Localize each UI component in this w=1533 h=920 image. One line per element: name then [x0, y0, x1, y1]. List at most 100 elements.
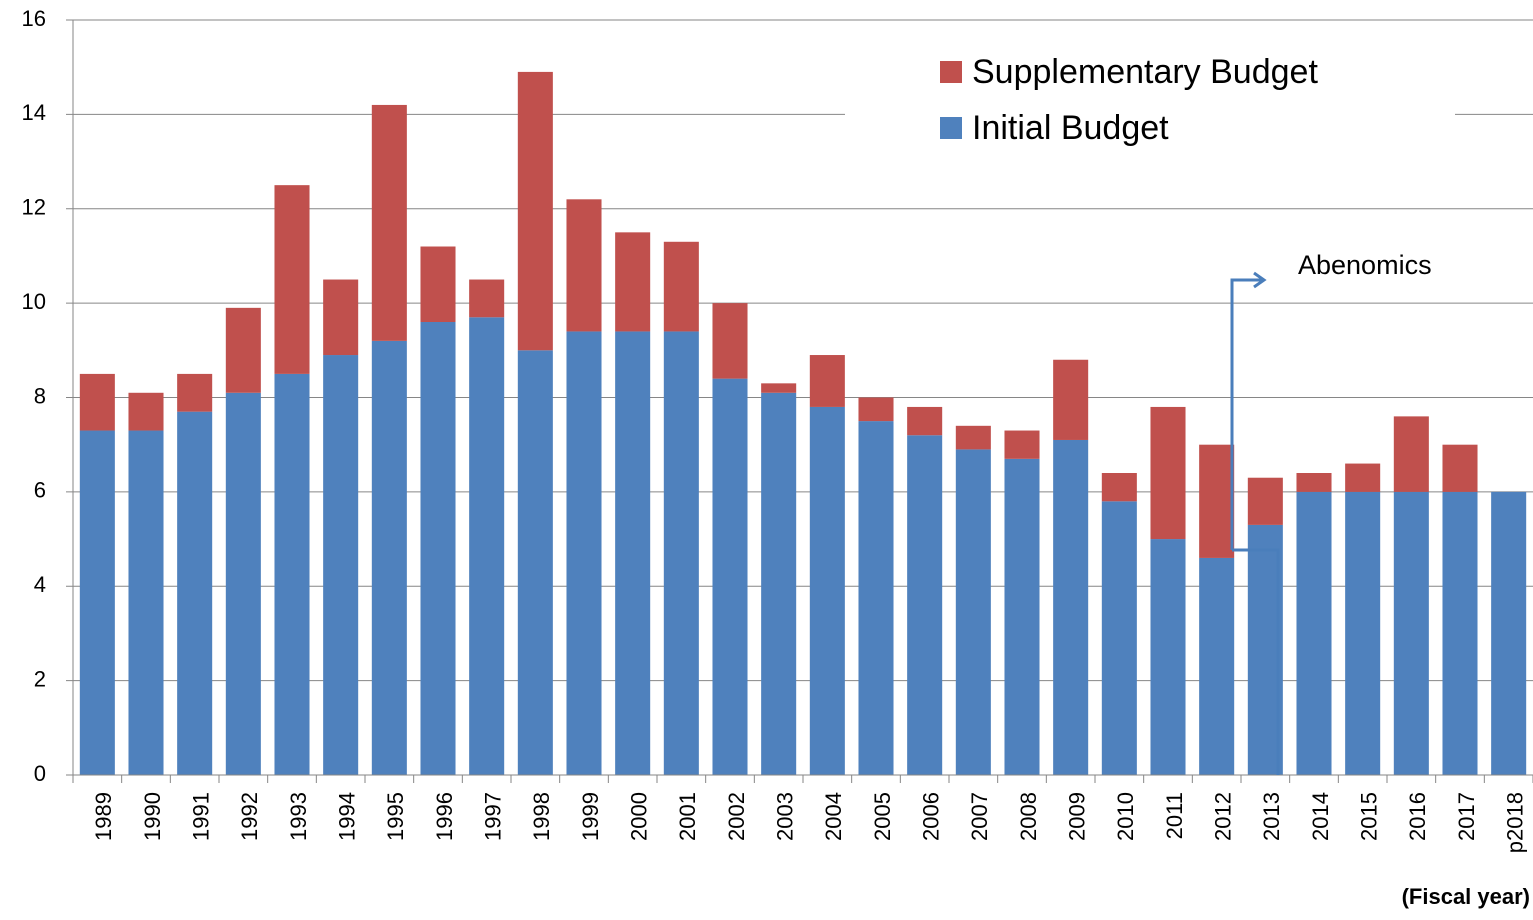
- bar-segment: [615, 232, 651, 332]
- bar-segment: [1150, 406, 1186, 540]
- bar-segment: [79, 430, 115, 775]
- bar-segment: [469, 279, 505, 318]
- bar-segment: [1491, 491, 1527, 775]
- y-tick-label: 6: [34, 478, 46, 503]
- bar-segment: [420, 246, 456, 322]
- bar-segment: [79, 373, 115, 431]
- bar-segment: [663, 331, 699, 775]
- bar-segment: [517, 71, 553, 351]
- bar-segment: [858, 421, 894, 775]
- bar-segment: [1199, 557, 1235, 775]
- bar-segment: [1345, 491, 1381, 775]
- x-tick-label: 2016: [1405, 792, 1430, 841]
- x-tick-label: 2004: [821, 792, 846, 841]
- x-axis-label: (Fiscal year): [1402, 884, 1530, 909]
- bar-segment: [1004, 430, 1040, 459]
- bar-segment: [761, 383, 797, 393]
- x-tick-label: 1992: [237, 792, 262, 841]
- x-tick-label: 2008: [1016, 792, 1041, 841]
- x-tick-label: 2010: [1113, 792, 1138, 841]
- bar-segment: [371, 104, 407, 341]
- x-tick-label: 1999: [578, 792, 603, 841]
- bar-segment: [1247, 477, 1283, 525]
- x-tick-label: 2001: [675, 792, 700, 841]
- bar-segment: [1150, 539, 1186, 775]
- x-tick-label: 1990: [140, 792, 165, 841]
- bar-segment: [615, 331, 651, 775]
- bar-segment: [712, 378, 748, 775]
- x-tick-label: 2000: [626, 792, 651, 841]
- bar-segment: [177, 411, 213, 775]
- bar-segment: [274, 185, 310, 374]
- x-tick-label: 2017: [1454, 792, 1479, 841]
- x-tick-label: 1993: [286, 792, 311, 841]
- bar-segment: [1199, 444, 1235, 558]
- x-tick-label: 1994: [334, 792, 359, 841]
- y-tick-label: 12: [22, 195, 46, 220]
- bar-segment: [907, 406, 943, 436]
- y-tick-label: 2: [34, 666, 46, 691]
- annotation-arrow: [1230, 271, 1280, 775]
- bar-segment: [1053, 439, 1089, 775]
- x-tick-label: 2011: [1162, 792, 1187, 839]
- x-tick-label: 2015: [1356, 792, 1381, 841]
- x-tick-label: 1989: [91, 792, 116, 841]
- bar-segment: [225, 392, 261, 775]
- bar-segment: [1296, 491, 1332, 775]
- bar-segment: [371, 340, 407, 775]
- bar-segment: [566, 331, 602, 775]
- bar-segment: [225, 307, 261, 393]
- legend-label: Supplementary Budget: [972, 53, 1318, 91]
- bar-segment: [177, 373, 213, 412]
- bar-segment: [809, 406, 845, 775]
- x-tick-label: 2005: [870, 792, 895, 841]
- bar-segment: [761, 392, 797, 775]
- x-tick-label: 2003: [772, 792, 797, 841]
- legend-swatch: [940, 117, 962, 139]
- bar-segment: [469, 317, 505, 775]
- bar-segment: [517, 350, 553, 775]
- x-tick-label: 2007: [967, 792, 992, 841]
- bar-segment: [323, 279, 359, 356]
- x-tick-label: 1997: [480, 792, 505, 841]
- bar-segment: [712, 303, 748, 379]
- x-tick-label: 2012: [1210, 792, 1235, 841]
- bar-segment: [1101, 473, 1137, 502]
- x-tick-label: 2006: [918, 792, 943, 841]
- y-tick-label: 0: [34, 761, 46, 786]
- bar-segment: [955, 425, 991, 450]
- bar-segment: [1053, 359, 1089, 440]
- bar-segment: [128, 430, 164, 775]
- y-tick-label: 10: [22, 289, 46, 314]
- bar-segment: [1004, 458, 1040, 775]
- bar-segment: [274, 373, 310, 775]
- y-tick-label: 4: [34, 572, 46, 597]
- x-tick-label: 1998: [529, 792, 554, 841]
- bar-segment: [1393, 491, 1429, 775]
- annotation-group: Abenomics: [1230, 250, 1432, 775]
- y-tick-label: 16: [22, 6, 46, 31]
- bar-segment: [809, 355, 845, 407]
- bar-segment: [1442, 491, 1478, 775]
- bar-segment: [420, 322, 456, 775]
- y-tick-label: 8: [34, 383, 46, 408]
- x-tick-label: p2018: [1502, 792, 1527, 853]
- bar-segment: [1101, 501, 1137, 775]
- bar-segment: [907, 435, 943, 775]
- x-tick-label: 2002: [724, 792, 749, 841]
- bar-segment: [858, 397, 894, 422]
- bar-segment: [1393, 416, 1429, 492]
- y-tick-label: 14: [22, 100, 46, 125]
- bar-segment: [1442, 444, 1478, 492]
- legend-label: Initial Budget: [972, 109, 1169, 147]
- bar-segment: [323, 355, 359, 775]
- bar-segment: [566, 199, 602, 332]
- x-tick-label: 1991: [188, 792, 213, 841]
- bar-segment: [1345, 463, 1381, 492]
- legend-swatch: [940, 61, 962, 83]
- bar-segment: [1296, 473, 1332, 492]
- x-tick-label: 1995: [383, 792, 408, 841]
- x-tick-label: 2014: [1308, 792, 1333, 841]
- bar-segment: [955, 449, 991, 775]
